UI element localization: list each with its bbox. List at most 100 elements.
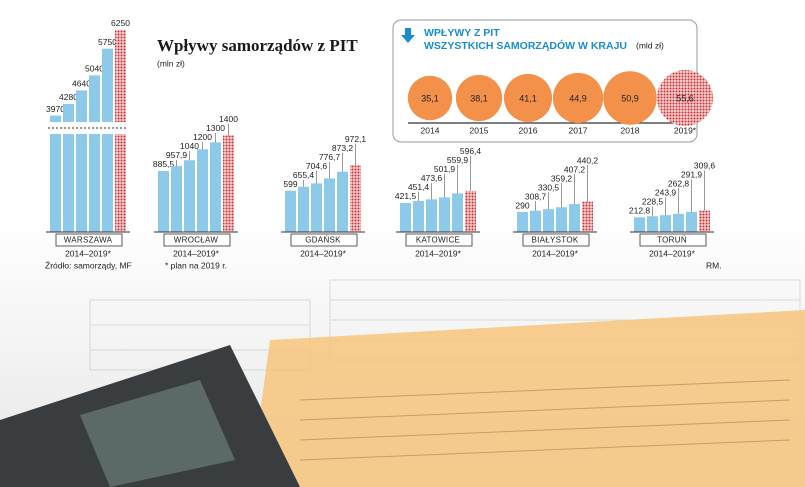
bar: [210, 142, 221, 232]
box-title: WSZYSTKICH SAMORZĄDÓW W KRAJU: [424, 39, 627, 52]
value-label: 4640: [72, 79, 91, 89]
bar: [517, 212, 528, 232]
value-label: 291,9: [681, 170, 703, 180]
value-label: 228,5: [642, 197, 664, 207]
value-label: 6250: [111, 18, 130, 28]
value-label: 309,6: [694, 161, 716, 171]
bar: [686, 211, 697, 232]
bar-lower: [63, 134, 74, 232]
bar-lower: [102, 134, 113, 232]
bubble: [657, 70, 713, 126]
panel-name: GDAŃSK: [305, 236, 341, 245]
bar: [556, 207, 567, 232]
bar: [184, 160, 195, 232]
value-label: 440,2: [577, 155, 599, 165]
x-tick-label: 2018: [621, 125, 640, 135]
value-label: 5040: [85, 64, 104, 74]
bar: [439, 197, 450, 232]
bar: [171, 165, 182, 232]
value-label: 308,7: [525, 191, 547, 201]
x-tick-label: 2017: [569, 125, 588, 135]
source: Źródło: samorządy, MF: [45, 260, 132, 270]
bar: [197, 149, 208, 232]
value-label: 704,6: [306, 161, 328, 171]
credit: RM.: [706, 260, 722, 270]
panel-name: WROCŁAW: [174, 236, 219, 245]
value-label: 407,2: [564, 164, 586, 174]
value-label: 243,9: [655, 188, 677, 198]
bar: [530, 210, 541, 232]
value-label: 3970: [46, 104, 65, 114]
bar: [298, 186, 309, 232]
bar: [465, 190, 476, 232]
bar: [413, 200, 424, 232]
name-box: [163, 233, 231, 247]
value-label: 1300: [206, 123, 225, 133]
bar: [63, 103, 74, 122]
bubble-label: 50,9: [621, 93, 639, 103]
bar: [158, 170, 169, 232]
value-label: 212,8: [629, 206, 651, 216]
box-title: WPŁYWY Z PIT: [424, 27, 500, 39]
bubble: [603, 71, 657, 125]
value-label: 1040: [180, 141, 199, 151]
panel-period: 2014–2019*: [649, 248, 696, 258]
panel-period: 2014–2019*: [173, 248, 220, 258]
bar: [102, 48, 113, 122]
bubble: [552, 72, 604, 124]
bar: [285, 190, 296, 232]
chart-subtitle: (mln zł): [157, 58, 185, 68]
bubble: [455, 74, 503, 122]
value-label: 776,7: [319, 152, 341, 162]
value-label: 330,5: [538, 182, 560, 192]
bar: [223, 135, 234, 232]
panel-name: TORUŃ: [657, 236, 687, 245]
name-box: [405, 233, 473, 247]
value-label: 873,2: [332, 143, 354, 153]
bar: [400, 202, 411, 232]
bubble-label: 44,9: [569, 93, 587, 103]
bar: [673, 213, 684, 232]
panel-name: BIAŁYSTOK: [531, 236, 578, 245]
value-label: 359,2: [551, 173, 573, 183]
value-label: 262,8: [668, 179, 690, 189]
note: * plan na 2019 r.: [165, 260, 227, 270]
value-label: 473,6: [421, 173, 443, 183]
value-label: 599: [283, 179, 297, 189]
value-label: 655,4: [293, 170, 315, 180]
name-box: [55, 233, 123, 247]
bar: [569, 203, 580, 232]
bar: [634, 217, 645, 232]
name-box: [639, 233, 707, 247]
value-label: 885,5: [153, 159, 175, 169]
panel-period: 2014–2019*: [532, 248, 579, 258]
value-label: 451,4: [408, 182, 430, 192]
value-label: 1200: [193, 132, 212, 142]
chart-title: Wpływy samorządów z PIT: [157, 36, 358, 55]
value-label: 4280: [59, 92, 78, 102]
x-tick-label: 2019*: [674, 125, 697, 135]
arrow-icon: [401, 28, 415, 43]
value-label: 596,4: [460, 146, 482, 156]
bar: [426, 199, 437, 232]
value-label: 559,9: [447, 155, 469, 165]
bar: [311, 183, 322, 232]
bar-lower: [50, 134, 61, 232]
bubble: [503, 73, 553, 123]
bar: [89, 75, 100, 122]
bar: [350, 164, 361, 232]
value-label: 957,9: [166, 150, 188, 160]
bar: [582, 201, 593, 232]
box-subtitle: (mld zł): [636, 40, 664, 50]
bar: [543, 209, 554, 232]
panel-period: 2014–2019*: [415, 248, 462, 258]
value-label: 5750: [98, 37, 117, 47]
x-tick-label: 2016: [519, 125, 538, 135]
bar: [76, 90, 87, 122]
panel-name: KATOWICE: [416, 236, 460, 245]
bar: [452, 193, 463, 232]
name-box: [522, 233, 590, 247]
bubble-label: 41,1: [519, 93, 537, 103]
bar: [115, 29, 126, 123]
bubble-label: 35,1: [421, 93, 439, 103]
